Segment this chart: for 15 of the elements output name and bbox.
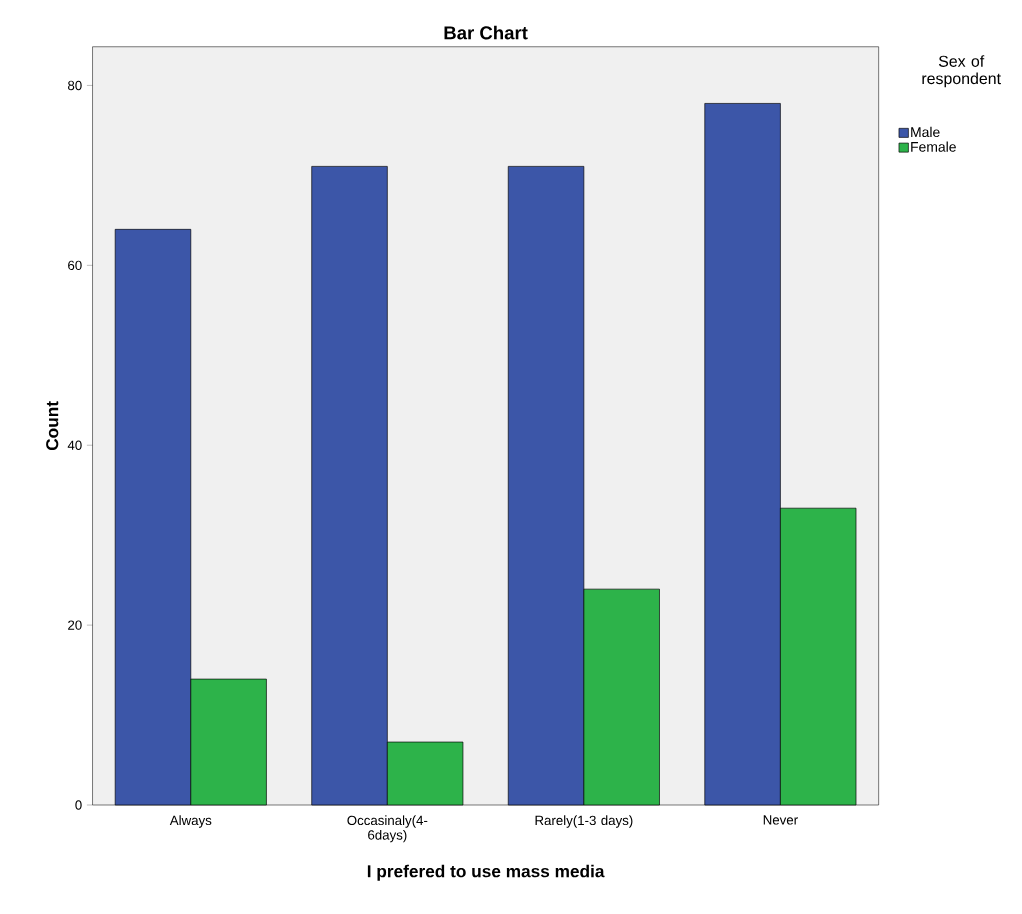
legend-title: Sex of respondent <box>922 55 1001 88</box>
y-tick-label: 80 <box>68 80 82 90</box>
x-tick-label: Always <box>169 815 212 828</box>
x-tick-label: Rarely(1-3 days) <box>535 815 633 828</box>
legend-label: Female <box>911 141 956 152</box>
y-tick-label: 20 <box>68 620 82 630</box>
y-axis-title: Count <box>46 400 59 450</box>
legend-label: Male <box>911 126 940 137</box>
x-tick-label: Never <box>763 815 798 825</box>
y-tick-label: 60 <box>68 260 82 270</box>
chart-title: Bar Chart <box>444 25 528 40</box>
y-tick-label: 0 <box>75 800 82 810</box>
x-axis-title: I prefered to use mass media <box>367 864 605 881</box>
y-tick-label: 40 <box>67 440 82 450</box>
x-tick-label: Occasinaly(4-6days) <box>347 815 428 843</box>
